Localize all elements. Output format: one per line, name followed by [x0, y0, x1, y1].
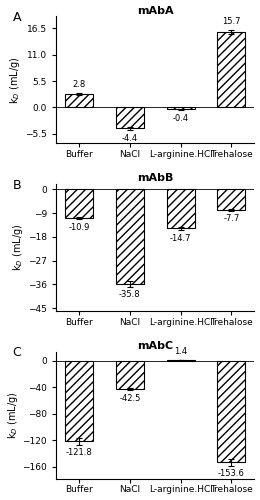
Title: mAbA: mAbA — [137, 6, 174, 16]
Bar — [218, 189, 245, 210]
Y-axis label: k$_D$ (mL/g): k$_D$ (mL/g) — [5, 391, 19, 439]
Text: -35.8: -35.8 — [119, 290, 141, 300]
Text: -42.5: -42.5 — [119, 394, 141, 403]
Text: -121.8: -121.8 — [66, 448, 93, 458]
Text: -153.6: -153.6 — [218, 470, 245, 478]
Text: -7.7: -7.7 — [223, 214, 240, 224]
Bar — [218, 361, 245, 462]
Text: C: C — [12, 346, 21, 360]
Y-axis label: k$_D$ (mL/g): k$_D$ (mL/g) — [8, 56, 22, 104]
Title: mAbC: mAbC — [137, 340, 173, 350]
Bar — [65, 189, 93, 218]
Text: 2.8: 2.8 — [73, 80, 86, 88]
Bar — [218, 32, 245, 108]
Text: A: A — [12, 12, 21, 24]
Text: -14.7: -14.7 — [170, 234, 191, 242]
Bar — [167, 360, 195, 361]
Text: 15.7: 15.7 — [222, 18, 241, 26]
Bar — [116, 361, 144, 389]
Bar — [65, 94, 93, 108]
Title: mAbB: mAbB — [137, 173, 173, 183]
Text: B: B — [12, 179, 21, 192]
Bar — [65, 361, 93, 442]
Bar — [167, 189, 195, 228]
Y-axis label: k$_D$ (mL/g): k$_D$ (mL/g) — [11, 224, 25, 271]
Text: -0.4: -0.4 — [173, 114, 189, 123]
Bar — [116, 108, 144, 128]
Text: 1.4: 1.4 — [174, 347, 187, 356]
Text: -4.4: -4.4 — [122, 134, 138, 142]
Bar — [167, 108, 195, 110]
Text: -10.9: -10.9 — [68, 223, 90, 232]
Bar — [116, 189, 144, 284]
